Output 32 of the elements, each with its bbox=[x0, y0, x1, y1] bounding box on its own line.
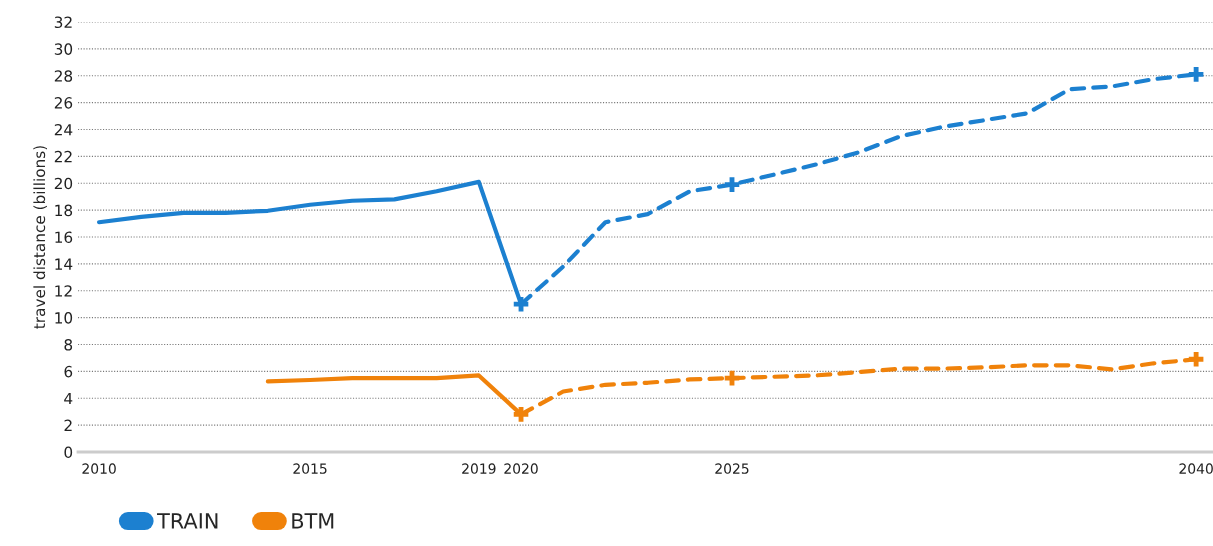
point bbox=[513, 407, 529, 422]
y-tick-label: 26 bbox=[54, 97, 73, 109]
y-tick-label: 6 bbox=[64, 365, 73, 378]
y-tick-label: 12 bbox=[55, 285, 72, 297]
y-tick-label: 30 bbox=[54, 43, 73, 55]
x-tick-label: 2020 bbox=[504, 463, 538, 474]
x-tick-label: 2015 bbox=[293, 463, 327, 474]
y-axis-title: travel distance (billions) bbox=[33, 146, 47, 329]
point bbox=[724, 370, 740, 386]
point bbox=[513, 296, 529, 312]
y-tick-label: 10 bbox=[55, 312, 73, 324]
legend-label: BTM bbox=[292, 513, 334, 529]
y-tick-label: 8 bbox=[64, 338, 73, 351]
y-tick-label: 24 bbox=[54, 123, 73, 136]
y-tick-label: 4 bbox=[64, 392, 73, 405]
x-tick-label: 2019 bbox=[462, 463, 496, 474]
y-tick-label: 16 bbox=[55, 231, 73, 244]
y-tick-label: 0 bbox=[64, 446, 73, 459]
x-tick-label: 2025 bbox=[715, 463, 749, 474]
point bbox=[1188, 352, 1204, 367]
y-tick-label: 22 bbox=[54, 150, 72, 163]
y-tick-label: 18 bbox=[55, 204, 73, 217]
point bbox=[1188, 67, 1204, 82]
y-tick-label: 20 bbox=[54, 177, 73, 190]
legend-label: TRAIN bbox=[157, 513, 218, 529]
x-tick-label: 2010 bbox=[82, 463, 116, 474]
point bbox=[724, 177, 740, 192]
x-tick-label: 2040 bbox=[1179, 463, 1213, 474]
y-tick-label: 32 bbox=[54, 16, 72, 29]
y-tick-label: 28 bbox=[54, 70, 73, 82]
y-tick-label: 14 bbox=[55, 258, 73, 270]
y-tick-label: 2 bbox=[64, 419, 72, 431]
